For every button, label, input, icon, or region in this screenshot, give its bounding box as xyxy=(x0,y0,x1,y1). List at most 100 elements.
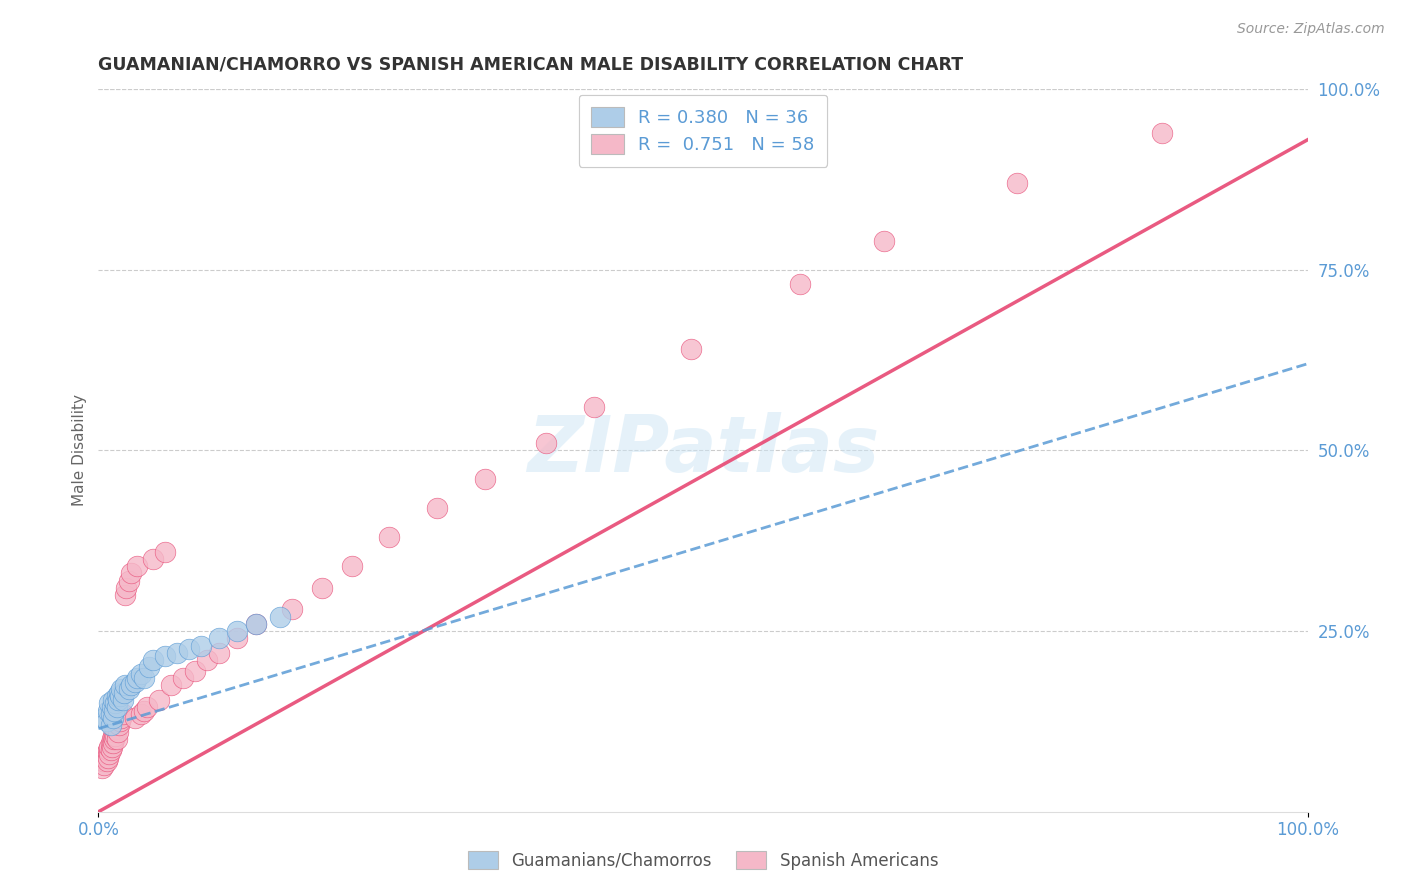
Point xyxy=(91,761,114,775)
Point xyxy=(138,660,160,674)
Point xyxy=(148,692,170,706)
Point xyxy=(101,692,124,706)
Point xyxy=(426,501,449,516)
Point xyxy=(679,343,702,357)
Point xyxy=(115,581,138,595)
Point xyxy=(118,574,141,588)
Point xyxy=(118,681,141,696)
Point xyxy=(142,653,165,667)
Point xyxy=(583,400,606,414)
Point xyxy=(342,559,364,574)
Point xyxy=(94,750,117,764)
Point xyxy=(245,616,267,631)
Point xyxy=(135,700,157,714)
Point xyxy=(311,581,333,595)
Text: GUAMANIAN/CHAMORRO VS SPANISH AMERICAN MALE DISABILITY CORRELATION CHART: GUAMANIAN/CHAMORRO VS SPANISH AMERICAN M… xyxy=(98,56,963,74)
Point xyxy=(100,718,122,732)
Point xyxy=(208,646,231,660)
Point xyxy=(534,436,557,450)
Point xyxy=(103,725,125,739)
Point xyxy=(110,681,132,696)
Point xyxy=(195,653,218,667)
Point xyxy=(112,685,135,699)
Point xyxy=(1007,176,1029,190)
Point xyxy=(93,757,115,772)
Point xyxy=(104,722,127,736)
Point xyxy=(114,678,136,692)
Point xyxy=(100,736,122,750)
Legend: R = 0.380   N = 36, R =  0.751   N = 58: R = 0.380 N = 36, R = 0.751 N = 58 xyxy=(579,95,827,167)
Point xyxy=(153,544,176,558)
Point xyxy=(160,678,183,692)
Point xyxy=(179,642,201,657)
Point xyxy=(129,667,152,681)
Point xyxy=(105,700,128,714)
Point xyxy=(120,566,142,581)
Point xyxy=(377,530,399,544)
Point xyxy=(98,696,121,710)
Text: ZIPatlas: ZIPatlas xyxy=(527,412,879,489)
Point xyxy=(129,707,152,722)
Point xyxy=(281,602,304,616)
Point xyxy=(134,671,156,685)
Point xyxy=(226,632,249,646)
Point xyxy=(98,739,121,754)
Point xyxy=(107,725,129,739)
Point xyxy=(134,704,156,718)
Point xyxy=(100,739,122,754)
Point xyxy=(172,671,194,685)
Point xyxy=(245,616,267,631)
Point xyxy=(104,696,127,710)
Point xyxy=(474,472,496,486)
Point xyxy=(93,711,115,725)
Point xyxy=(124,674,146,689)
Point xyxy=(114,588,136,602)
Point xyxy=(108,718,131,732)
Point xyxy=(127,671,149,685)
Point xyxy=(97,743,120,757)
Point xyxy=(124,711,146,725)
Point xyxy=(100,707,122,722)
Point xyxy=(101,711,124,725)
Point xyxy=(101,736,124,750)
Point xyxy=(166,646,188,660)
Point xyxy=(96,714,118,729)
Point xyxy=(789,277,811,292)
Text: Source: ZipAtlas.com: Source: ZipAtlas.com xyxy=(1237,22,1385,37)
Point xyxy=(98,747,121,761)
Point xyxy=(153,649,176,664)
Point xyxy=(100,732,122,747)
Point xyxy=(100,743,122,757)
Point xyxy=(873,234,896,248)
Point xyxy=(111,692,134,706)
Point xyxy=(105,732,128,747)
Legend: Guamanians/Chamorros, Spanish Americans: Guamanians/Chamorros, Spanish Americans xyxy=(461,845,945,877)
Point xyxy=(91,754,114,768)
Point xyxy=(208,632,231,646)
Point xyxy=(108,685,131,699)
Point xyxy=(97,750,120,764)
Point xyxy=(107,692,129,706)
Point xyxy=(184,664,207,678)
Point xyxy=(127,559,149,574)
Point xyxy=(101,729,124,743)
Point xyxy=(97,704,120,718)
Point xyxy=(96,754,118,768)
Point xyxy=(100,700,122,714)
Point xyxy=(104,729,127,743)
Point xyxy=(190,639,212,653)
Point xyxy=(1152,126,1174,140)
Point xyxy=(108,714,131,729)
Point xyxy=(142,551,165,566)
Point xyxy=(111,707,134,722)
Point xyxy=(105,689,128,703)
Point xyxy=(120,678,142,692)
Point xyxy=(110,711,132,725)
Point xyxy=(226,624,249,639)
Point xyxy=(103,704,125,718)
Y-axis label: Male Disability: Male Disability xyxy=(72,394,87,507)
Point xyxy=(269,609,291,624)
Point xyxy=(94,747,117,761)
Point xyxy=(108,689,131,703)
Point xyxy=(103,732,125,747)
